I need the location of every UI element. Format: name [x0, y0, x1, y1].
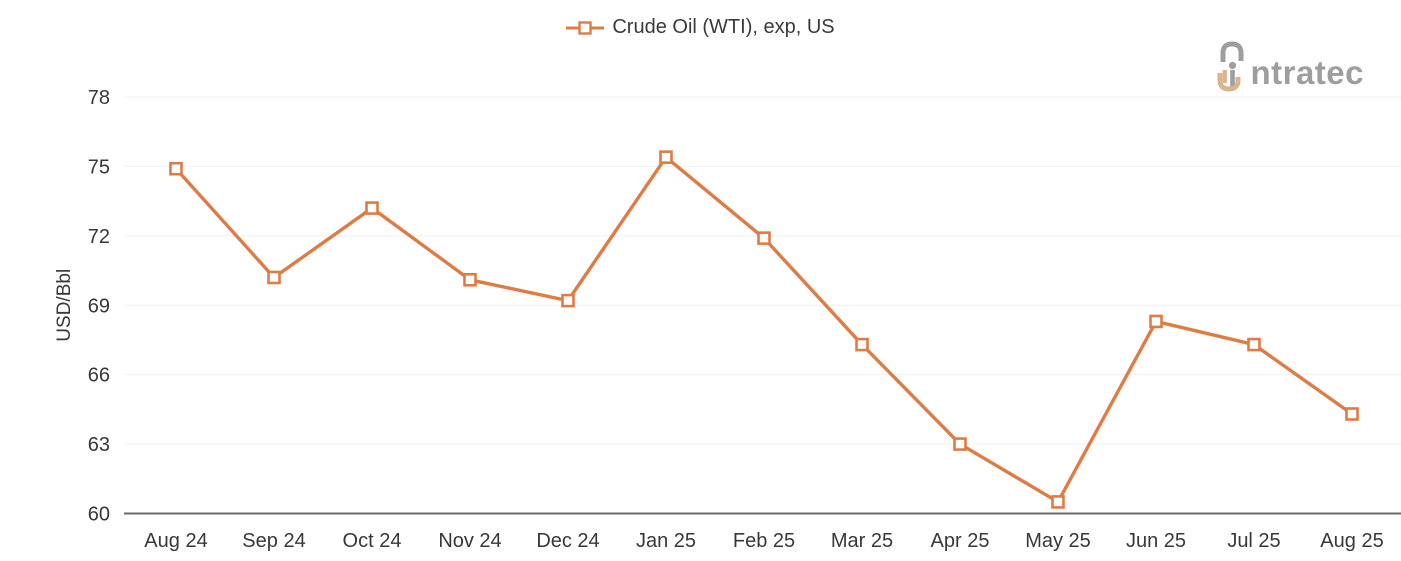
x-tick-label: Jan 25	[636, 530, 696, 552]
data-point-marker[interactable]	[1247, 337, 1261, 352]
y-tick-label: 78	[88, 87, 110, 109]
x-tick-label: Dec 24	[536, 530, 599, 552]
x-tick-label: Feb 25	[733, 530, 795, 552]
y-axis-title: USD/Bbl	[54, 269, 75, 342]
x-tick-label: Nov 24	[438, 530, 501, 552]
data-point-marker[interactable]	[561, 293, 575, 308]
data-point-marker[interactable]	[1149, 314, 1163, 329]
data-point-marker[interactable]	[953, 437, 967, 451]
data-point-marker[interactable]	[267, 270, 281, 285]
intratec-logo: ntratec	[1216, 40, 1364, 94]
data-point-marker[interactable]	[855, 337, 869, 352]
x-tick-label: Aug 25	[1320, 530, 1383, 552]
series-line	[174, 155, 1354, 504]
x-tick-label: Oct 24	[343, 530, 402, 552]
y-tick-label: 69	[88, 295, 110, 317]
x-tick-label: May 25	[1025, 530, 1091, 552]
x-tick-label: Mar 25	[831, 530, 893, 552]
x-tick-label: Jun 25	[1126, 530, 1186, 552]
x-tick-label: Aug 24	[144, 530, 207, 552]
data-point-marker[interactable]	[1345, 407, 1359, 421]
data-point-marker[interactable]	[757, 231, 771, 245]
x-tick-label: Sep 24	[242, 530, 305, 552]
data-point-marker[interactable]	[1051, 495, 1065, 509]
data-point-marker[interactable]	[659, 150, 673, 164]
y-tick-label: 60	[88, 504, 110, 526]
x-tick-label: Apr 25	[931, 530, 990, 552]
y-tick-label: 66	[88, 365, 110, 387]
legend-item[interactable]: Crude Oil (WTI), exp, US	[0, 16, 1401, 39]
data-point-marker[interactable]	[365, 201, 379, 215]
legend-label: Crude Oil (WTI), exp, US	[612, 16, 835, 38]
intratec-logo-text: ntratec	[1250, 54, 1364, 91]
y-tick-label: 63	[88, 434, 110, 456]
intratec-logo-icon	[1217, 41, 1244, 92]
y-tick-label: 75	[88, 156, 110, 178]
x-tick-label: Jul 25	[1227, 530, 1280, 552]
data-point-marker[interactable]	[169, 161, 183, 176]
legend-marker-icon	[566, 20, 605, 35]
data-point-marker[interactable]	[463, 272, 477, 287]
y-tick-label: 72	[88, 226, 110, 248]
